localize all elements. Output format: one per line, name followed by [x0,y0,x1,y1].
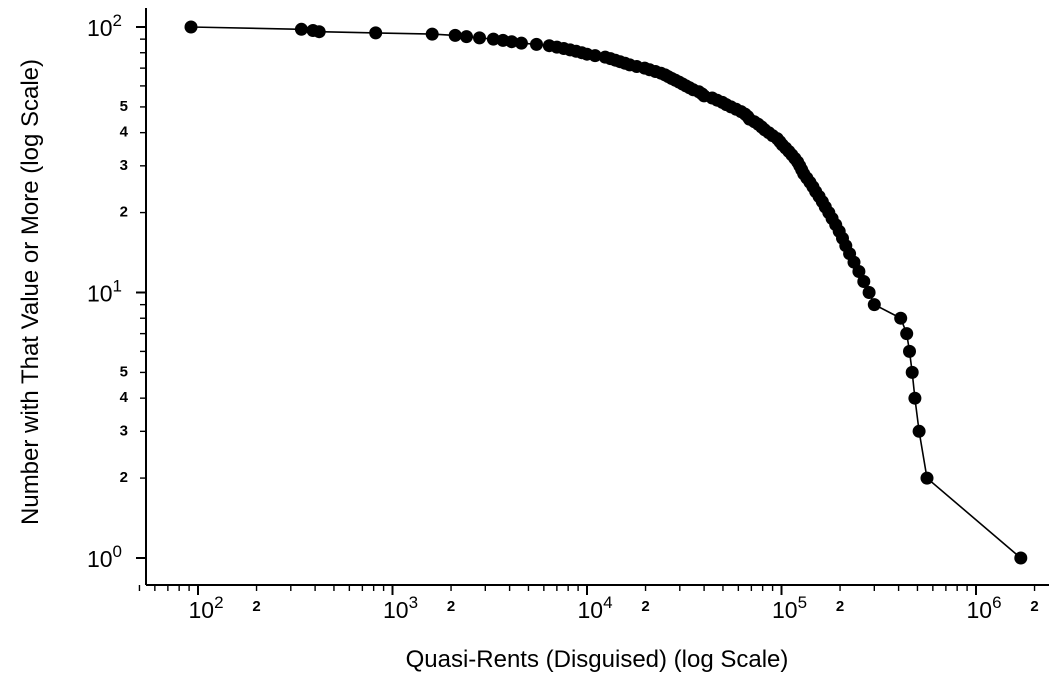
data-point [852,265,866,278]
data-point [862,286,876,299]
x-major-tick-label: 103 [383,593,418,623]
x-minor-tick-label: 2 [1030,598,1038,615]
data-point [894,311,908,325]
y-minor-tick-label: 4 [120,124,129,141]
data-point [294,22,308,36]
y-minor-tick-label: 3 [120,157,128,174]
y-minor-tick-label: 5 [120,98,128,115]
data-points [184,20,1028,565]
x-axis-ticks [138,585,1036,595]
data-point [867,298,881,312]
y-minor-tick-label: 4 [120,389,129,406]
data-point [1014,551,1028,565]
data-point [486,32,500,46]
data-point [905,365,919,379]
data-point [312,25,326,39]
data-point [514,36,528,50]
data-point [920,471,934,485]
x-minor-tick-label: 2 [641,598,649,615]
y-minor-tick-label: 2 [120,204,128,221]
data-point [184,20,198,34]
x-axis-title: Quasi-Rents (Disguised) (log Scale) [406,646,789,673]
x-axis-tick-labels: 102 2 103 2 104 2 105 2 106 2 [188,593,1038,623]
x-minor-tick-label: 2 [252,598,260,615]
data-point [530,37,543,51]
data-point [903,344,916,358]
data-point [900,327,914,341]
y-axis-tick-labels: 100 2 3 4 5 101 2 3 4 5 102 [87,11,129,572]
data-point [908,391,922,405]
data-point [473,31,486,45]
data-point [505,35,519,49]
data-point [369,26,383,40]
data-point [857,275,871,288]
y-major-tick-label: 101 [87,277,122,307]
data-point [448,28,462,42]
data-point [460,30,473,44]
y-minor-tick-label: 3 [120,422,128,439]
x-major-tick-label: 106 [966,593,1001,623]
data-point [912,424,926,438]
data-point [425,27,439,41]
x-minor-tick-label: 2 [836,598,844,615]
y-minor-tick-label: 2 [120,469,128,486]
y-axis-ticks [136,26,146,559]
x-major-tick-label: 102 [188,593,223,623]
y-axis-title: Number with That Value or More (log Scal… [17,59,44,525]
x-major-tick-label: 105 [772,593,807,623]
data-point [588,49,602,63]
y-major-tick-label: 100 [87,542,122,572]
y-major-tick-label: 102 [87,11,122,41]
y-minor-tick-label: 5 [120,363,128,380]
x-major-tick-label: 104 [577,593,612,623]
series-line [190,26,1022,559]
x-minor-tick-label: 2 [447,598,455,615]
